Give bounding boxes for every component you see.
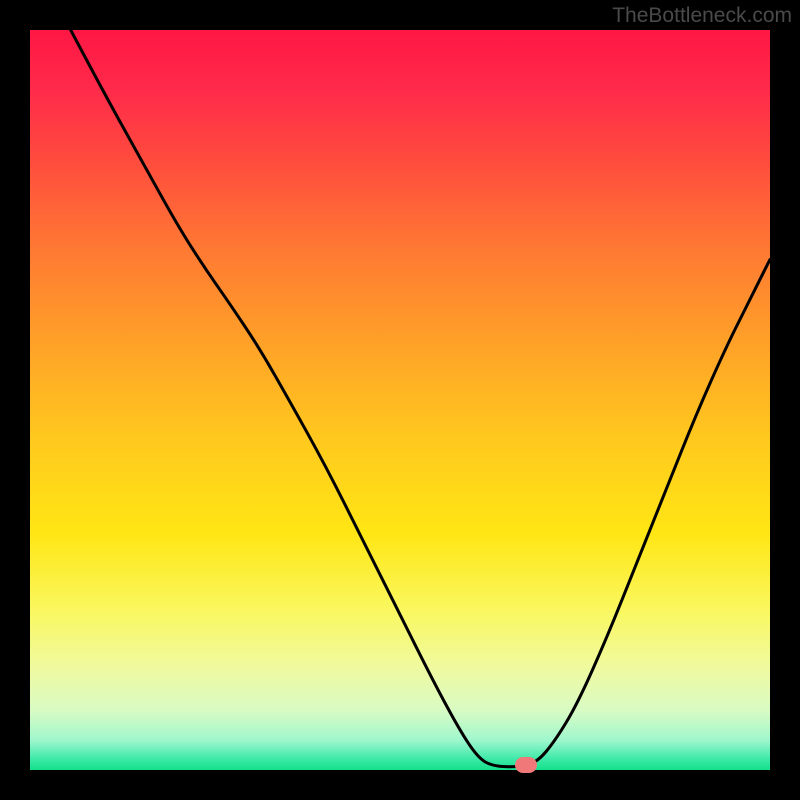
bottleneck-curve: [30, 30, 770, 770]
watermark-text: TheBottleneck.com: [612, 4, 792, 28]
chart-area: [30, 30, 770, 770]
optimal-marker: [515, 757, 537, 773]
